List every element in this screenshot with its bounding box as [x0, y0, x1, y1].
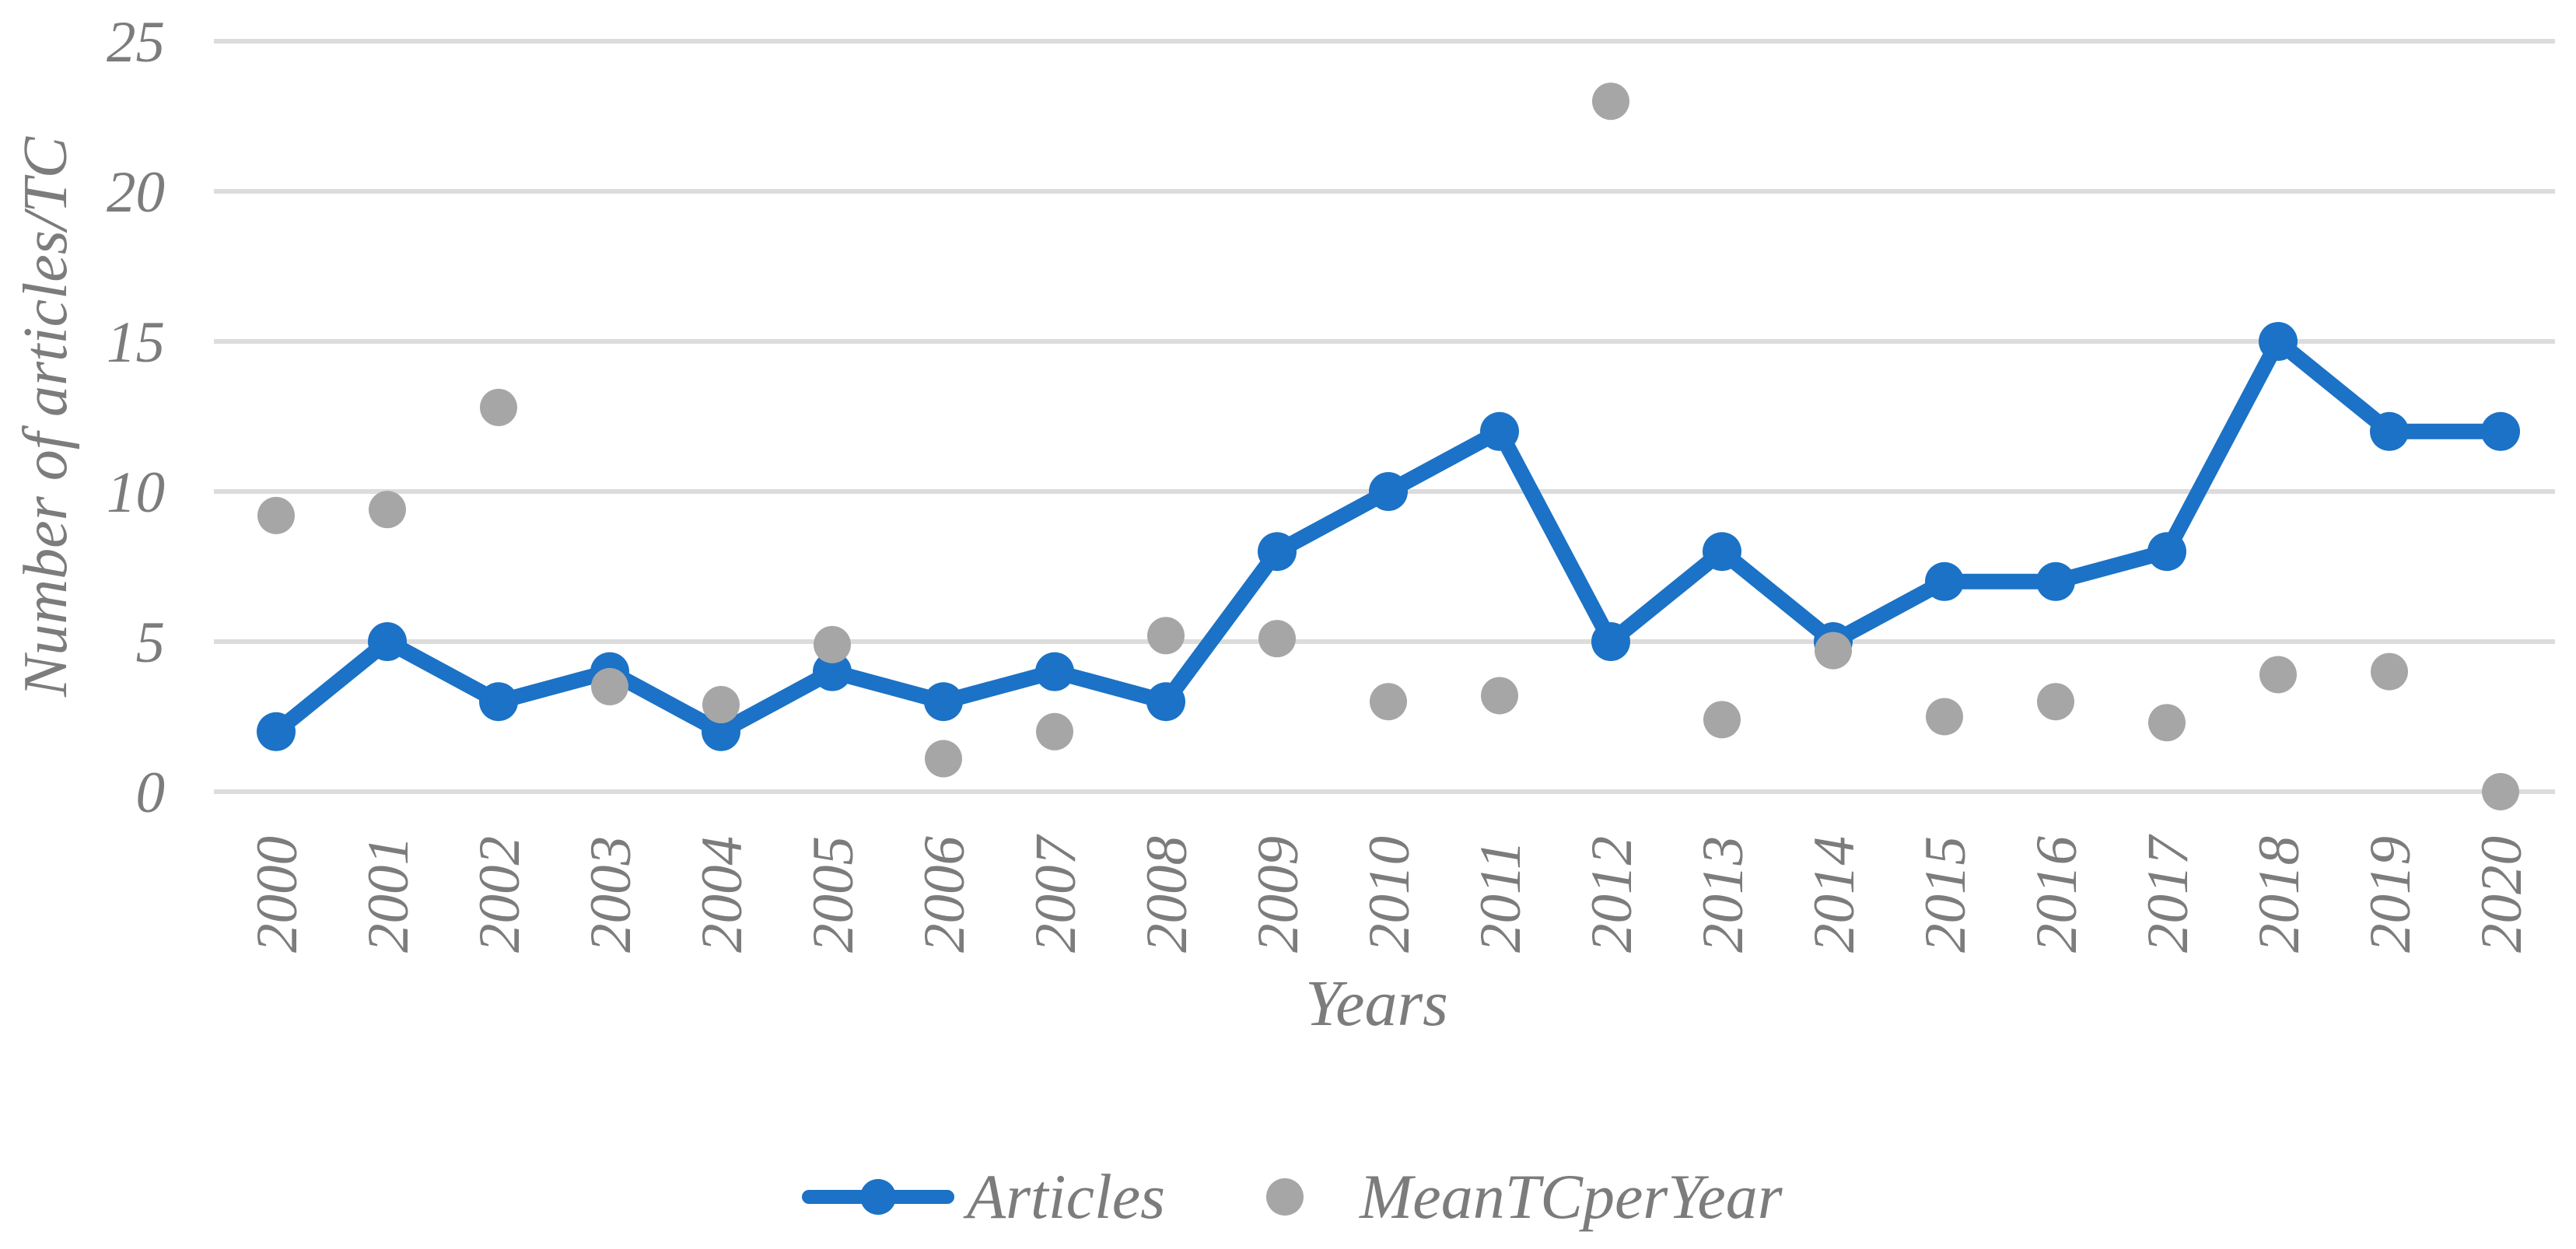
- x-tick-label-2009: 2009: [1246, 836, 1311, 953]
- articles-marker-2000: [257, 712, 296, 751]
- articles-marker-2020: [2481, 411, 2520, 451]
- articles-marker-2006: [924, 682, 963, 722]
- series-articles: [257, 322, 2520, 751]
- meantcperyear-dot-2020: [2482, 773, 2519, 810]
- articles-marker-2012: [1591, 622, 1630, 661]
- y-tick-label-20: 20: [107, 160, 165, 225]
- articles-marker-2018: [2259, 322, 2298, 361]
- articles-marker-2007: [1035, 652, 1074, 691]
- x-tick-label-2010: 2010: [1357, 836, 1422, 953]
- meantcperyear-dot-2012: [1592, 82, 1629, 121]
- y-tick-label-10: 10: [107, 460, 165, 525]
- articles-marker-2015: [1925, 562, 1964, 601]
- x-tick-label-2013: 2013: [1691, 836, 1755, 953]
- x-tick-label-2011: 2011: [1468, 841, 1533, 953]
- meantcperyear-dot-2018: [2259, 656, 2297, 694]
- legend: Articles MeanTCperYear: [802, 1161, 1783, 1232]
- x-tick-label-2008: 2008: [1135, 836, 1199, 953]
- x-tick-label-2006: 2006: [912, 836, 977, 953]
- x-tick-label-2020: 2020: [2469, 836, 2534, 953]
- legend-articles-marker-icon: [860, 1179, 896, 1215]
- meantcperyear-dot-2004: [702, 686, 740, 724]
- articles-marker-2004: [702, 712, 740, 751]
- x-axis-title: Years: [1305, 967, 1448, 1040]
- meantcperyear-dot-2017: [2148, 704, 2186, 742]
- y-tick-label-0: 0: [136, 761, 166, 825]
- meantcperyear-dot-2000: [257, 496, 295, 534]
- articles-marker-2010: [1369, 472, 1408, 511]
- x-tick-label-2000: 2000: [245, 836, 310, 953]
- meantcperyear-dot-2011: [1481, 677, 1518, 715]
- x-tick-label-2007: 2007: [1024, 834, 1088, 953]
- legend-meantcperyear-label: MeanTCperYear: [1359, 1161, 1783, 1232]
- y-axis-tick-labels: 0 5 10 15 20 25: [107, 10, 165, 825]
- y-tick-label-25: 25: [107, 10, 165, 75]
- x-tick-label-2012: 2012: [1580, 836, 1644, 953]
- x-tick-label-2015: 2015: [1913, 836, 1978, 953]
- articles-marker-2002: [479, 682, 518, 722]
- meantcperyear-dot-2008: [1147, 617, 1185, 655]
- meantcperyear-dot-2002: [480, 388, 517, 426]
- meantcperyear-dot-2001: [369, 491, 406, 529]
- meantcperyear-dot-2005: [814, 625, 851, 663]
- articles-marker-2009: [1258, 532, 1297, 572]
- articles-marker-2008: [1146, 682, 1185, 722]
- x-axis-tick-labels: 2000 2001 2002 2003 2004 2005 2006 2007 2008 2009…: [245, 834, 2534, 953]
- articles-marker-2017: [2147, 532, 2186, 572]
- meantcperyear-dot-2009: [1258, 620, 1296, 658]
- y-tick-label-15: 15: [107, 310, 165, 375]
- meantcperyear-dot-2016: [2037, 683, 2074, 721]
- x-tick-label-2017: 2017: [2136, 834, 2200, 953]
- articles-marker-2019: [2370, 411, 2409, 451]
- meantcperyear-dot-2007: [1036, 712, 1073, 750]
- meantcperyear-dot-2010: [1370, 683, 1407, 721]
- articles-marker-2005: [813, 652, 852, 691]
- x-tick-label-2019: 2019: [2358, 836, 2423, 953]
- x-tick-label-2002: 2002: [467, 836, 532, 953]
- y-tick-label-5: 5: [136, 611, 166, 675]
- x-tick-label-2001: 2001: [356, 836, 421, 953]
- articles-marker-2013: [1703, 532, 1741, 572]
- series-meantcperyear: [257, 82, 2519, 810]
- articles-marker-2011: [1480, 411, 1519, 451]
- x-tick-label-2004: 2004: [690, 836, 754, 953]
- legend-meantcperyear-marker-icon: [1266, 1178, 1304, 1216]
- x-tick-label-2003: 2003: [579, 836, 643, 953]
- meantcperyear-dot-2013: [1703, 701, 1741, 739]
- articles-marker-2001: [368, 622, 407, 661]
- x-tick-label-2018: 2018: [2247, 836, 2312, 953]
- meantcperyear-dot-2014: [1815, 631, 1852, 670]
- x-tick-label-2005: 2005: [801, 836, 866, 953]
- articles-marker-2016: [2036, 562, 2075, 601]
- x-tick-label-2014: 2014: [1802, 836, 1867, 953]
- legend-articles-label: Articles: [963, 1161, 1165, 1232]
- meantcperyear-dot-2006: [925, 740, 962, 778]
- meantcperyear-dot-2019: [2371, 652, 2408, 691]
- meantcperyear-dot-2015: [1926, 698, 1963, 736]
- x-tick-label-2016: 2016: [2025, 836, 2089, 953]
- meantcperyear-dot-2003: [591, 667, 628, 705]
- y-axis-title: Number of articles/TC: [12, 135, 80, 698]
